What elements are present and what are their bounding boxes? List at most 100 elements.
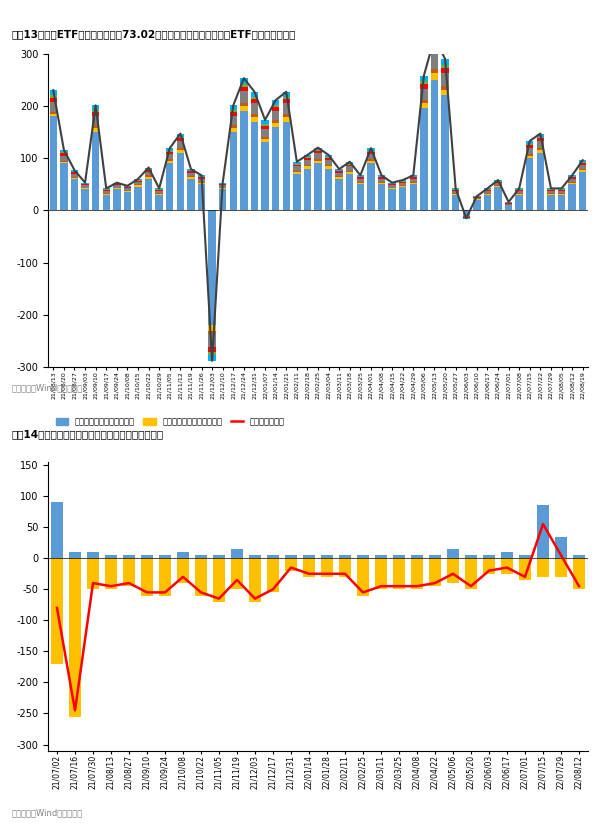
Bar — [134, 186, 142, 210]
Bar — [71, 178, 78, 179]
Bar — [82, 182, 89, 184]
Bar — [579, 169, 586, 170]
Bar — [399, 186, 406, 210]
Bar — [124, 188, 131, 191]
Bar — [555, 536, 568, 559]
Bar — [262, 125, 269, 129]
Bar — [219, 182, 226, 184]
Bar — [536, 137, 544, 139]
Bar — [420, 82, 428, 84]
Bar — [71, 172, 78, 174]
Bar — [208, 333, 216, 346]
Bar — [103, 194, 110, 195]
Bar — [494, 180, 502, 182]
Bar — [113, 186, 121, 188]
Bar — [494, 186, 502, 210]
Text: 图表13：上周ETF资金总计净流入73.02亿元，宽基、消费和科技类ETF资金净流入最多: 图表13：上周ETF资金总计净流入73.02亿元，宽基、消费和科技类ETF资金净… — [12, 29, 296, 39]
Bar — [304, 168, 311, 210]
Bar — [356, 176, 364, 177]
Bar — [420, 108, 428, 210]
Bar — [452, 190, 460, 191]
Bar — [515, 195, 523, 210]
Bar — [166, 154, 173, 159]
Bar — [272, 107, 280, 111]
Bar — [208, 352, 216, 355]
Bar — [123, 559, 136, 587]
Bar — [267, 559, 280, 592]
Text: 图表14：上周主要股东净减持相比于前一周有所增加: 图表14：上周主要股东净减持相比于前一周有所增加 — [12, 429, 164, 439]
Bar — [92, 116, 100, 125]
Bar — [558, 190, 565, 191]
Bar — [113, 184, 121, 186]
Bar — [251, 117, 258, 121]
Bar — [71, 174, 78, 177]
Bar — [420, 103, 428, 108]
Bar — [346, 164, 353, 165]
Bar — [388, 182, 396, 184]
Bar — [410, 184, 417, 210]
Bar — [60, 162, 68, 163]
Bar — [431, 45, 438, 49]
Bar — [195, 555, 208, 559]
Bar — [536, 150, 544, 153]
Bar — [547, 191, 554, 193]
Bar — [124, 191, 131, 192]
Bar — [579, 163, 586, 165]
Bar — [176, 134, 184, 137]
Bar — [374, 559, 388, 589]
Bar — [442, 59, 449, 65]
Bar — [568, 177, 576, 178]
Bar — [293, 162, 301, 164]
Bar — [283, 97, 290, 99]
Bar — [166, 151, 173, 152]
Bar — [92, 106, 100, 110]
Bar — [219, 190, 226, 210]
Bar — [176, 552, 190, 559]
Bar — [283, 121, 290, 210]
Bar — [356, 559, 369, 596]
Bar — [515, 194, 523, 195]
Bar — [463, 210, 470, 215]
Bar — [442, 90, 449, 96]
Bar — [283, 103, 290, 114]
Bar — [176, 137, 184, 139]
Bar — [335, 172, 343, 177]
Bar — [272, 100, 280, 105]
Bar — [378, 184, 385, 210]
Bar — [251, 97, 258, 99]
Bar — [283, 114, 290, 117]
Bar — [579, 160, 586, 163]
Bar — [537, 559, 550, 577]
Bar — [60, 155, 68, 161]
Bar — [104, 559, 117, 589]
Text: 资料来源：Wind，华泰研究: 资料来源：Wind，华泰研究 — [12, 808, 83, 818]
Bar — [176, 139, 184, 141]
Bar — [187, 177, 194, 179]
Bar — [240, 78, 248, 84]
Bar — [314, 163, 322, 210]
Bar — [367, 154, 374, 159]
Bar — [293, 172, 301, 174]
Bar — [367, 163, 374, 210]
Bar — [230, 116, 237, 125]
Bar — [155, 188, 163, 190]
Bar — [104, 555, 117, 559]
Bar — [572, 555, 586, 559]
Bar — [431, 80, 438, 210]
Bar — [325, 158, 332, 160]
Bar — [240, 103, 248, 106]
Bar — [536, 153, 544, 210]
Bar — [87, 552, 100, 559]
Bar — [452, 195, 460, 210]
Bar — [346, 174, 353, 210]
Bar — [293, 174, 301, 210]
Bar — [392, 555, 406, 559]
Bar — [473, 198, 481, 199]
Bar — [187, 169, 194, 171]
Bar — [92, 128, 100, 132]
Bar — [431, 68, 438, 73]
Bar — [272, 111, 280, 120]
Bar — [219, 184, 226, 186]
Bar — [568, 176, 576, 177]
Bar — [338, 555, 352, 559]
